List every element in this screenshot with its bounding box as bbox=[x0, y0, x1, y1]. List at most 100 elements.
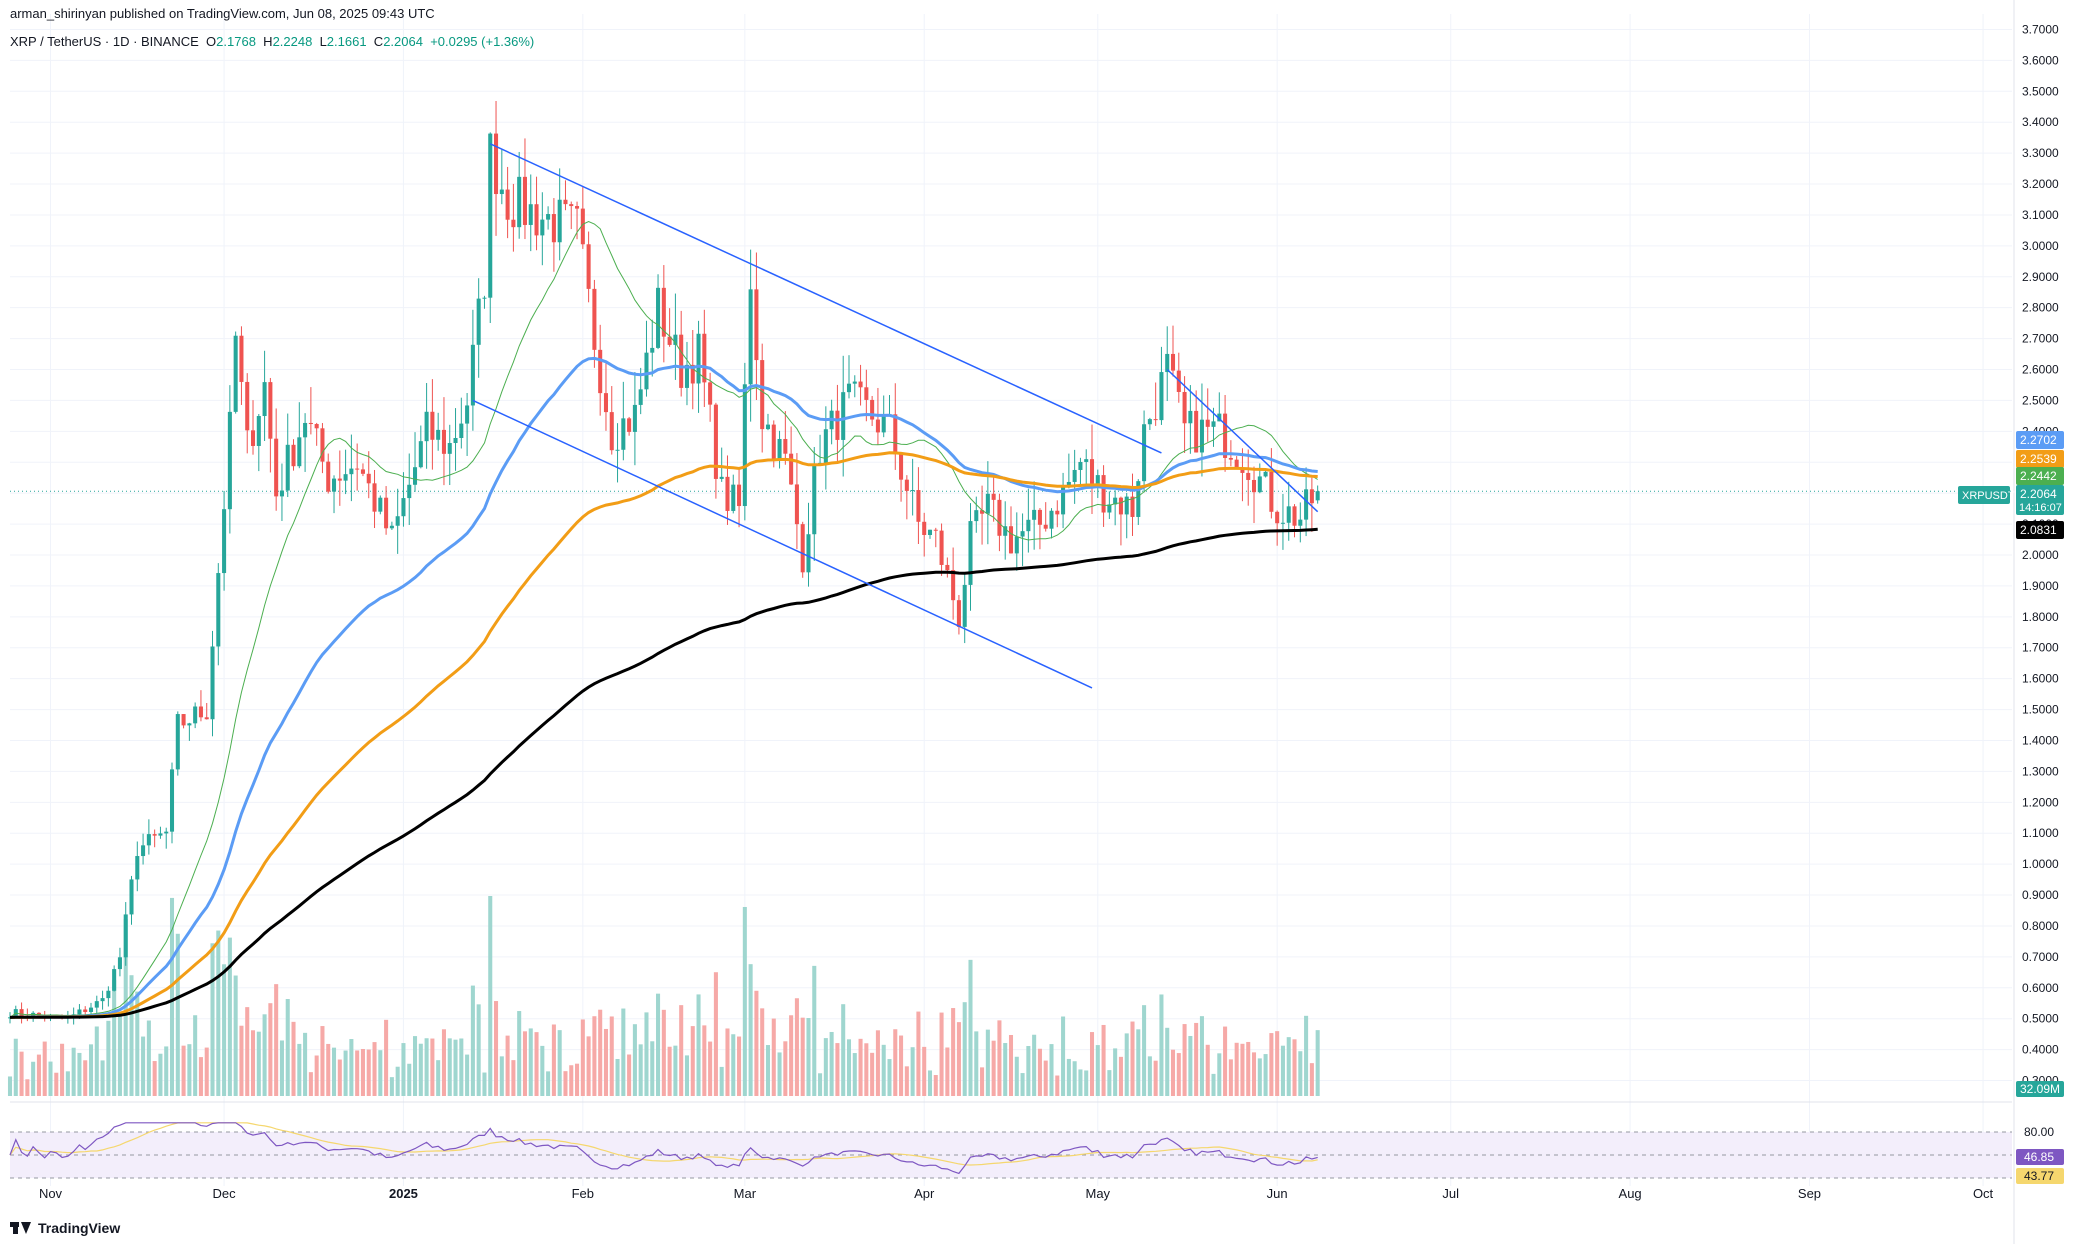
volume-bar bbox=[262, 1014, 267, 1096]
tradingview-brand[interactable]: TradingView bbox=[10, 1220, 120, 1236]
volume-bar bbox=[933, 1075, 938, 1096]
candle-body bbox=[366, 473, 371, 484]
candle-body bbox=[152, 834, 157, 836]
volume-bar bbox=[592, 1016, 597, 1096]
rsi-value-bg bbox=[2016, 1149, 2064, 1165]
volume-bar bbox=[875, 1030, 880, 1096]
publisher-line: arman_shirinyan published on TradingView… bbox=[10, 6, 435, 21]
volume-bar bbox=[1061, 1016, 1066, 1096]
volume-bar bbox=[650, 1041, 655, 1096]
candle-body bbox=[488, 133, 493, 298]
ma-price-label-bg bbox=[2016, 467, 2064, 485]
volume-bar bbox=[465, 1054, 470, 1096]
candle-body bbox=[436, 429, 441, 440]
trendline bbox=[472, 399, 1093, 689]
candle-body bbox=[690, 364, 695, 384]
volume-bar bbox=[511, 1060, 516, 1096]
candle-body bbox=[239, 335, 244, 382]
candle-body bbox=[580, 208, 585, 245]
rsi-pane: 80.00 46.85 43.77 bbox=[9, 1122, 2064, 1184]
candle-body bbox=[320, 428, 325, 462]
candle-body bbox=[893, 414, 898, 455]
candle-body bbox=[453, 437, 458, 444]
candle-body bbox=[696, 333, 701, 384]
candle-body bbox=[7, 1017, 13, 1019]
candle-body bbox=[274, 438, 279, 497]
volume-bar bbox=[702, 1025, 707, 1096]
candle-body bbox=[511, 219, 516, 228]
volume-bar bbox=[418, 1043, 423, 1096]
volume-bar bbox=[268, 1003, 273, 1096]
candle-body bbox=[794, 484, 799, 525]
volume-bar bbox=[152, 1061, 157, 1096]
volume-bar bbox=[997, 1020, 1002, 1096]
candle-body bbox=[117, 957, 122, 970]
volume-bar bbox=[424, 1038, 429, 1096]
volume-bar bbox=[482, 1072, 487, 1096]
candle-body bbox=[1101, 475, 1106, 513]
price-tick-label: 1.4000 bbox=[2022, 733, 2059, 747]
volume-bar bbox=[823, 1038, 828, 1096]
candle-body bbox=[841, 392, 846, 440]
volume-bar bbox=[945, 1047, 950, 1096]
candle-body bbox=[505, 189, 510, 220]
candle-body bbox=[1292, 506, 1297, 526]
volume-bar bbox=[546, 1071, 551, 1096]
candle-body bbox=[725, 476, 730, 511]
ma-line-50 bbox=[9, 356, 1318, 1019]
volume-bar bbox=[598, 1009, 603, 1096]
candle-body bbox=[1043, 524, 1048, 529]
candle-body bbox=[592, 288, 597, 350]
volume-bar bbox=[673, 1045, 678, 1096]
candle-body bbox=[470, 344, 475, 406]
volume-bar bbox=[910, 1047, 915, 1096]
price-axis[interactable]: 0.30000.40000.50000.60000.70000.80000.90… bbox=[2022, 22, 2059, 1087]
volume-bar bbox=[430, 1038, 435, 1096]
candle-body bbox=[459, 423, 464, 438]
candle-body bbox=[870, 399, 875, 420]
candle-body bbox=[835, 410, 840, 440]
ma-price-label-bg bbox=[2016, 431, 2064, 449]
candle-body bbox=[222, 509, 227, 574]
rsi-upper-label: 80.00 bbox=[2024, 1125, 2054, 1139]
candle-body bbox=[227, 411, 232, 510]
candle-body bbox=[974, 510, 979, 522]
time-axis[interactable]: Nov Dec 2025 Feb Mar Apr May Jun Jul Aug Sep Oct bbox=[39, 1186, 1994, 1201]
volume-bar bbox=[372, 1042, 377, 1096]
volume-bar bbox=[557, 1030, 562, 1096]
volume-bar bbox=[1130, 1021, 1135, 1096]
candle-body bbox=[1240, 468, 1245, 473]
volume-bar bbox=[117, 1016, 122, 1096]
volume-bar bbox=[210, 943, 215, 1096]
volume-bar bbox=[488, 896, 493, 1096]
volume-bar bbox=[222, 964, 227, 1096]
candle-body bbox=[962, 584, 967, 627]
candle-body bbox=[997, 499, 1002, 536]
candle-body bbox=[1263, 471, 1268, 477]
volume-bar bbox=[54, 1072, 59, 1096]
candle-body bbox=[1199, 419, 1204, 453]
ma-price-label: 2.2539 bbox=[2020, 452, 2057, 466]
candle-body bbox=[1304, 489, 1309, 520]
candle-body bbox=[1124, 496, 1129, 515]
volume-bar bbox=[303, 1032, 308, 1096]
candle-body bbox=[1275, 511, 1280, 524]
candle-body bbox=[360, 469, 365, 474]
volume-bar bbox=[13, 1038, 18, 1096]
candle-body bbox=[1136, 481, 1141, 517]
price-tick-label: 2.7000 bbox=[2022, 332, 2059, 346]
candle-body bbox=[800, 524, 805, 573]
candle-body bbox=[141, 845, 146, 857]
trendlines[interactable] bbox=[472, 143, 1319, 689]
volume-bar bbox=[1269, 1033, 1274, 1096]
volume-bar bbox=[540, 1045, 545, 1096]
candle-body bbox=[1084, 459, 1089, 462]
volume-bar bbox=[71, 1047, 76, 1096]
volume-bar bbox=[100, 1060, 105, 1096]
volume-bar bbox=[1055, 1075, 1060, 1096]
time-tick-label: Nov bbox=[39, 1186, 63, 1201]
volume-bar bbox=[517, 1011, 522, 1096]
volume-bar bbox=[505, 1035, 510, 1096]
volume-bar bbox=[1251, 1052, 1257, 1096]
